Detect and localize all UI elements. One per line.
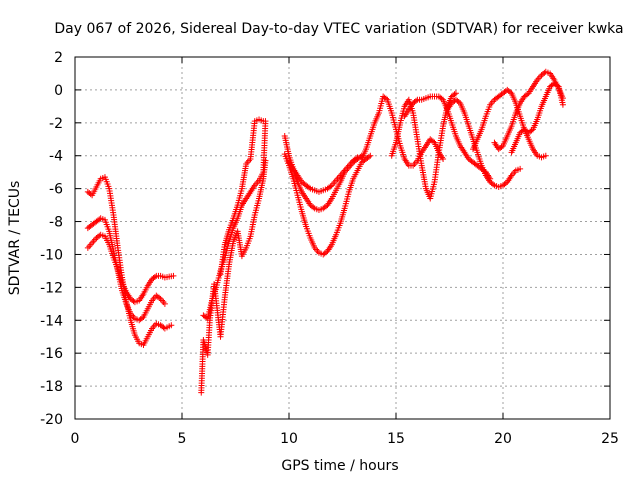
data-point (365, 153, 372, 160)
data-point (440, 156, 447, 163)
tick-layer: 0 5 10 15 20 25-20-18-16-14-12-10-8-6-4-202 (40, 50, 619, 447)
data-point (139, 315, 146, 322)
y-tick-label: -14 (40, 313, 63, 329)
data-point (168, 322, 175, 329)
data-point (310, 204, 317, 211)
data-point (305, 184, 312, 191)
data-point (354, 154, 361, 161)
y-axis-label: SDTVAR / TECUs (7, 181, 23, 296)
data-point (367, 152, 374, 159)
x-tick-label: 25 (601, 431, 619, 447)
y-tick-label: -12 (40, 280, 63, 296)
data-point (161, 300, 168, 307)
data-point (412, 97, 419, 104)
x-tick-label: 5 (178, 431, 187, 447)
data-point (554, 82, 561, 89)
y-tick-label: -2 (49, 116, 63, 132)
data-point (490, 181, 497, 188)
y-tick-label: -4 (49, 149, 63, 165)
data-point (507, 89, 514, 96)
series-track-14 (470, 86, 549, 161)
series-track-10 (358, 93, 447, 169)
y-tick-label: -6 (49, 182, 63, 198)
data-point (455, 98, 462, 105)
x-tick-label: 10 (280, 431, 298, 447)
series-track-4 (198, 157, 269, 396)
data-point (451, 91, 458, 98)
data-point (430, 138, 437, 145)
data-point (260, 118, 267, 125)
data-point (438, 95, 445, 102)
data-point (559, 101, 566, 108)
y-tick-label: 2 (54, 50, 63, 66)
data-point (156, 294, 163, 301)
x-tick-label: 15 (387, 431, 405, 447)
series-track-3 (84, 231, 177, 306)
data-point (151, 273, 158, 280)
data-point (517, 165, 524, 172)
series-track-16 (508, 80, 566, 156)
x-axis-label: GPS time / hours (281, 458, 398, 474)
y-tick-label: -18 (40, 379, 63, 395)
plot-frame (74, 56, 611, 420)
y-tick-label: -20 (40, 412, 63, 428)
series-track-13 (444, 96, 524, 190)
data-point (498, 143, 505, 150)
y-tick-label: -16 (40, 346, 63, 362)
x-tick-label: 0 (71, 431, 80, 447)
data-point (528, 127, 535, 134)
data-point (542, 152, 549, 159)
data-layer (84, 68, 566, 396)
series-track-9 (286, 154, 361, 195)
data-point (383, 95, 390, 102)
data-point (327, 183, 334, 190)
y-tick-label: -10 (40, 247, 63, 263)
y-tick-label: -8 (49, 215, 63, 231)
chart-title: Day 067 of 2026, Sidereal Day-to-day VTE… (54, 21, 623, 37)
series-track-6 (217, 116, 267, 278)
x-tick-label: 20 (494, 431, 512, 447)
data-point (170, 272, 177, 279)
y-tick-label: 0 (54, 83, 63, 99)
data-point (452, 90, 459, 97)
data-point (353, 155, 360, 162)
series-track-11 (388, 90, 459, 202)
